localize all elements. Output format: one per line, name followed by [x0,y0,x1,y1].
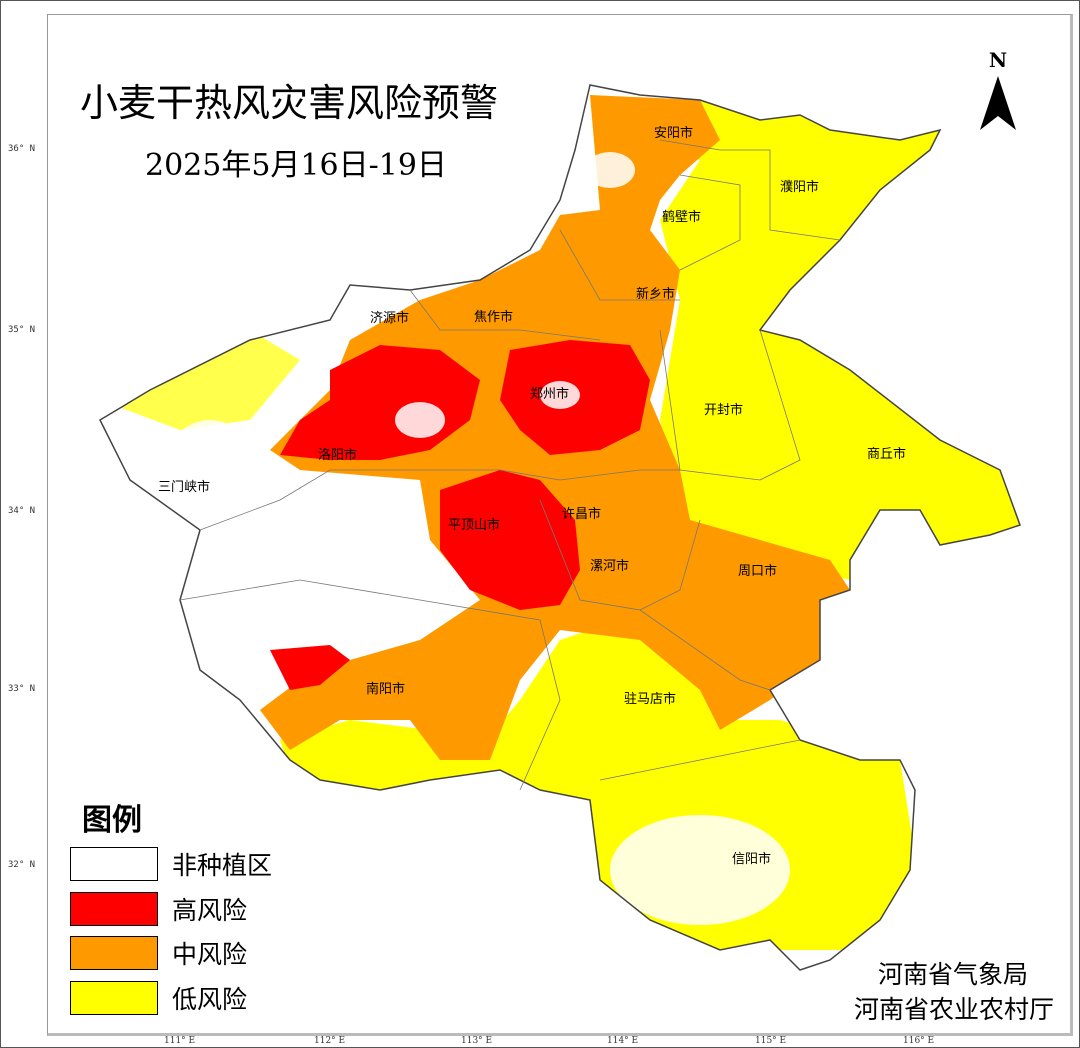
high-risk-zone-pingdingshan [440,470,580,610]
map-subtitle: 2025年5月16日-19日 [145,148,447,183]
legend-label: 低风险 [172,985,248,1014]
city-label: 焦作市 [474,310,514,325]
city-label: 信阳市 [732,852,772,867]
lat-label: 34° N [8,506,36,516]
city-label: 商丘市 [867,447,907,462]
map-frame [47,14,1073,1036]
lat-label: 36° N [8,144,36,154]
high-risk-zone-southwest [270,645,350,690]
lon-label: 116° E [903,1036,935,1046]
lon-label: 113° E [461,1036,493,1046]
city-label: 漯河市 [590,559,630,574]
city-label: 三门峡市 [158,480,211,495]
lon-label: 115° E [755,1036,787,1046]
legend-item-medium-risk: 中风险 [70,935,247,971]
lat-label: 32° N [8,860,36,870]
north-arrow: N [978,48,1018,136]
city-label: 周口市 [738,564,778,579]
city-label: 平顶山市 [448,518,501,533]
lat-label: 35° N [8,325,36,335]
city-label: 洛阳市 [318,448,358,463]
legend-title: 图例 [82,803,142,838]
legend-swatch [70,936,158,970]
lon-label: 114° E [607,1036,639,1046]
low-risk-zone-northwest [100,330,300,430]
city-label: 濮阳市 [780,180,820,195]
city-label: 新乡市 [636,287,676,302]
city-label: 济源市 [370,311,410,326]
city-label: 驻马店市 [624,692,677,707]
legend-item-high-risk: 高风险 [70,891,247,927]
city-label: 南阳市 [366,682,406,697]
north-arrow-icon [980,76,1016,130]
legend-label: 中风险 [172,940,248,969]
lon-label: 112° E [314,1036,346,1046]
non-planting-patches [160,152,790,925]
north-label: N [988,48,1008,72]
legend-swatch [70,981,158,1015]
map-title: 小麦干热风灾害风险预警 [80,81,499,125]
lat-label: 33° N [8,684,36,694]
legend-swatch [70,892,158,926]
city-label: 鹤壁市 [662,210,702,225]
legend-swatch [70,847,158,881]
city-boundaries [179,139,841,791]
legend-label: 非种植区 [172,851,273,880]
low-risk-zone [660,100,1020,580]
city-label: 安阳市 [654,126,694,141]
legend-item-low-risk: 低风险 [70,980,247,1016]
credit-meteorological-bureau: 河南省气象局 [877,960,1028,989]
legend-item-non-planting: 非种植区 [70,846,272,882]
credit-agriculture-department: 河南省农业农村厅 [853,995,1054,1024]
city-label: 郑州市 [530,387,570,402]
city-label: 许昌市 [562,507,602,522]
legend-label: 高风险 [172,896,248,925]
lon-label: 111° E [164,1036,196,1046]
city-label: 开封市 [704,403,744,418]
